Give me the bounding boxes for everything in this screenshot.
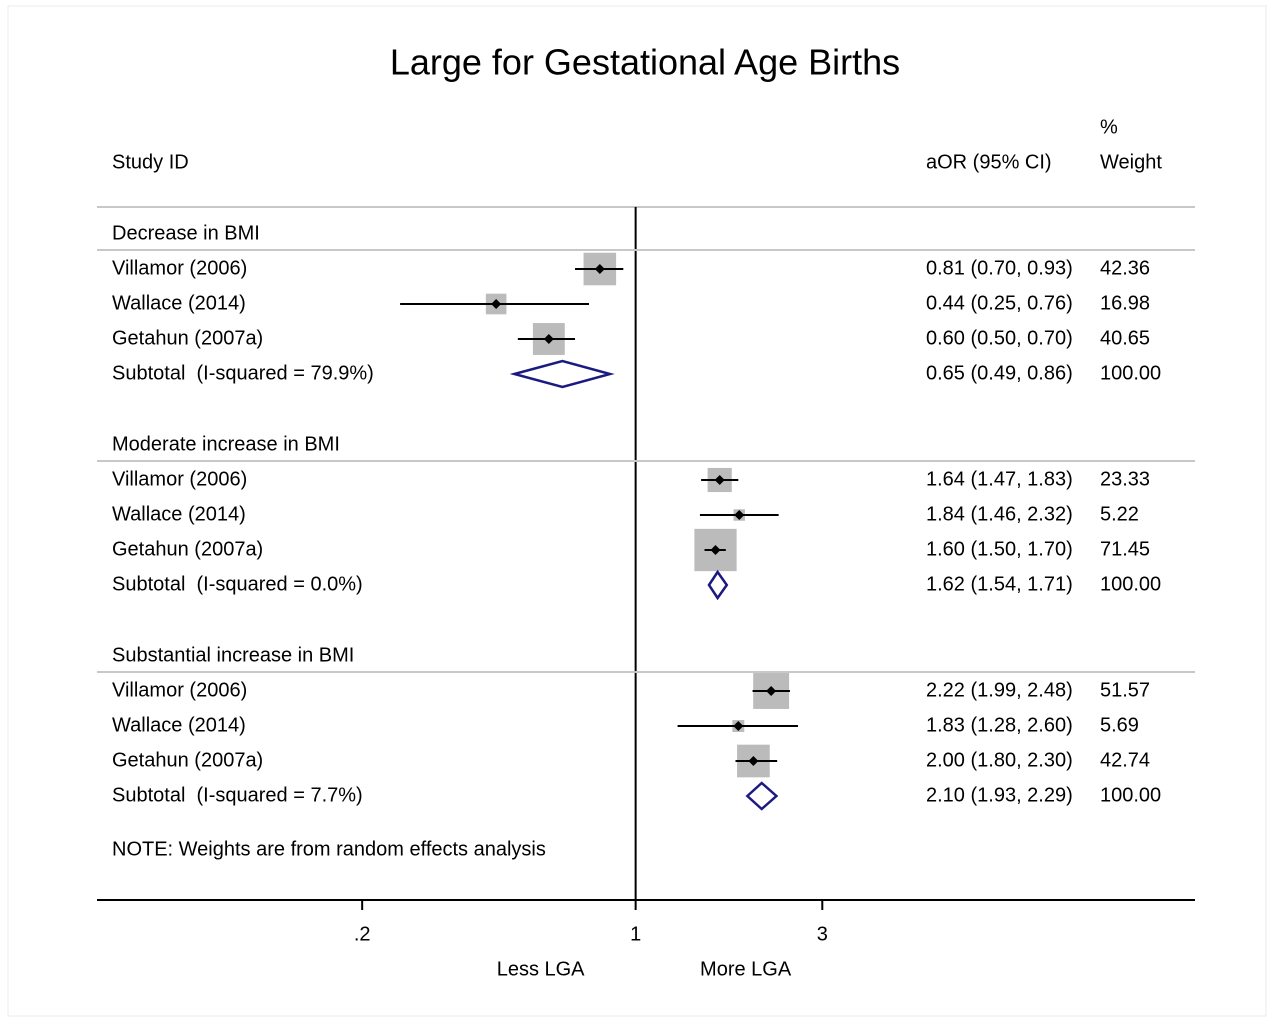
direction-label: Less LGA <box>497 958 585 980</box>
subtotal-diamond <box>707 569 729 601</box>
point-estimate <box>734 510 745 520</box>
weight-label: 42.36 <box>1100 257 1150 279</box>
study-header: Study ID <box>112 151 189 173</box>
point-estimate <box>733 721 744 731</box>
weight-header-top: % <box>1100 116 1118 138</box>
weight-label: 5.22 <box>1100 503 1139 525</box>
weight-label: 100.00 <box>1100 362 1161 384</box>
ci-label: 2.00 (1.80, 2.30) <box>926 749 1073 771</box>
study-label: Getahun (2007a) <box>112 749 263 771</box>
frame <box>7 5 1267 1017</box>
group-label: Moderate increase in BMI <box>112 433 340 455</box>
point-estimate <box>766 686 777 696</box>
weight-label: 51.57 <box>1100 679 1150 701</box>
ci-label: 0.60 (0.50, 0.70) <box>926 327 1073 349</box>
study-label: Villamor (2006) <box>112 468 247 490</box>
x-tick-label: .2 <box>354 923 371 945</box>
subtotal-label: Subtotal (I-squared = 7.7%) <box>112 784 363 806</box>
ci-label: 0.81 (0.70, 0.93) <box>926 257 1073 279</box>
ci-label: 0.44 (0.25, 0.76) <box>926 292 1073 314</box>
ci-label: 1.83 (1.28, 2.60) <box>926 714 1073 736</box>
weight-label: 5.69 <box>1100 714 1139 736</box>
point-estimate <box>491 299 502 309</box>
direction-label: More LGA <box>700 958 792 980</box>
point-estimate <box>594 264 605 274</box>
ci-label: 1.60 (1.50, 1.70) <box>926 538 1073 560</box>
weight-label: 40.65 <box>1100 327 1150 349</box>
study-label: Wallace (2014) <box>112 292 246 314</box>
note: NOTE: Weights are from random effects an… <box>112 838 546 860</box>
point-estimate <box>748 756 759 766</box>
ci-label: 2.10 (1.93, 2.29) <box>926 784 1073 806</box>
ci-label: 1.62 (1.54, 1.71) <box>926 573 1073 595</box>
ci-label: 1.84 (1.46, 2.32) <box>926 503 1073 525</box>
ci-label: 2.22 (1.99, 2.48) <box>926 679 1073 701</box>
weight-label: 16.98 <box>1100 292 1150 314</box>
point-estimate <box>543 334 554 344</box>
chart-title: Large for Gestational Age Births <box>390 42 900 83</box>
subtotal-label: Subtotal (I-squared = 0.0%) <box>112 573 363 595</box>
x-tick-label: 1 <box>630 923 641 945</box>
group-label: Decrease in BMI <box>112 222 260 244</box>
subtotal-label: Subtotal (I-squared = 79.9%) <box>112 362 374 384</box>
weight-label: 100.00 <box>1100 573 1161 595</box>
weight-header: Weight <box>1100 151 1162 173</box>
study-label: Wallace (2014) <box>112 503 246 525</box>
ci-header: aOR (95% CI) <box>926 151 1052 173</box>
study-label: Getahun (2007a) <box>112 327 263 349</box>
study-label: Villamor (2006) <box>112 257 247 279</box>
study-label: Wallace (2014) <box>112 714 246 736</box>
weight-label: 23.33 <box>1100 468 1150 490</box>
subtotal-diamond <box>509 359 615 389</box>
subtotal-diamond <box>745 781 779 811</box>
study-label: Getahun (2007a) <box>112 538 263 560</box>
weight-label: 100.00 <box>1100 784 1161 806</box>
point-estimate <box>714 475 725 485</box>
study-label: Villamor (2006) <box>112 679 247 701</box>
ci-label: 1.64 (1.47, 1.83) <box>926 468 1073 490</box>
weight-label: 42.74 <box>1100 749 1150 771</box>
x-tick-label: 3 <box>817 923 828 945</box>
weight-label: 71.45 <box>1100 538 1150 560</box>
group-label: Substantial increase in BMI <box>112 644 354 666</box>
ci-label: 0.65 (0.49, 0.86) <box>926 362 1073 384</box>
point-estimate <box>710 545 721 555</box>
